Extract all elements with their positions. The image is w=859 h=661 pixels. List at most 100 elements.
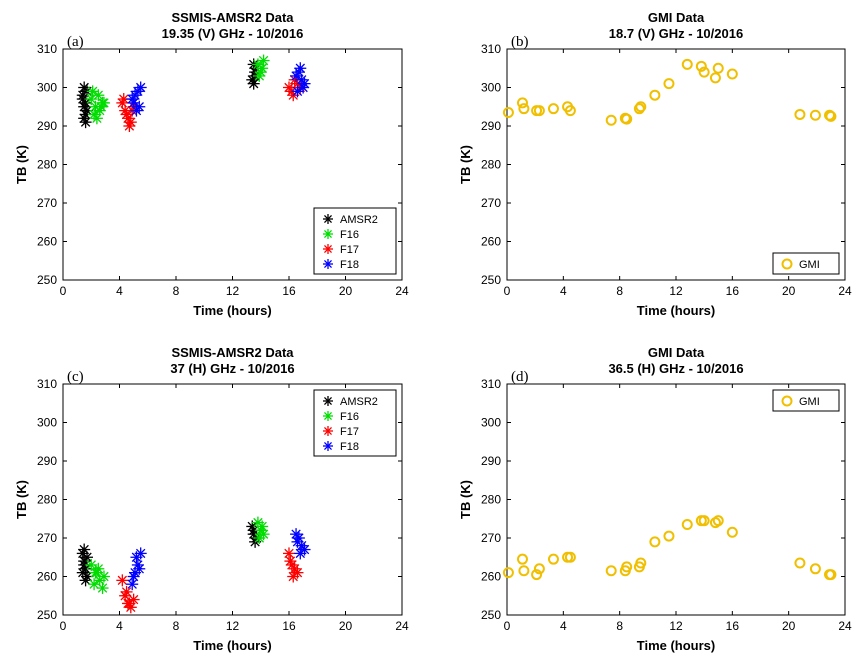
x-tick-label: 4: [560, 619, 567, 633]
data-point: [531, 569, 543, 581]
series-f17: [116, 547, 304, 614]
legend-entry: AMSR2: [340, 396, 378, 408]
x-tick-label: 12: [669, 284, 683, 298]
y-tick-label: 250: [481, 273, 501, 287]
x-tick-label: 12: [669, 619, 683, 633]
x-tick-label: 24: [395, 619, 409, 633]
y-tick-label: 300: [481, 81, 501, 95]
panel-label: (a): [67, 34, 84, 50]
data-point: [726, 526, 738, 538]
data-point: [564, 105, 576, 117]
x-tick-label: 0: [60, 284, 67, 298]
y-tick-label: 260: [481, 235, 501, 249]
y-axis-label: TB (K): [458, 480, 473, 519]
y-tick-label: 290: [481, 454, 501, 468]
data-point: [635, 101, 647, 113]
x-tick-label: 4: [560, 284, 567, 298]
y-tick-label: 300: [37, 416, 57, 430]
data-point: [95, 100, 108, 113]
series-f18: [126, 62, 311, 117]
x-tick-label: 0: [504, 284, 511, 298]
x-tick-label: 8: [173, 619, 180, 633]
y-tick-label: 310: [37, 377, 57, 391]
data-point: [663, 78, 675, 90]
legend-entry: F17: [340, 426, 359, 438]
legend-entry: GMI: [799, 259, 820, 271]
chart-title: GMI Data: [648, 10, 705, 25]
legend: AMSR2 F16 F17 F18: [313, 207, 397, 275]
data-point: [287, 570, 300, 583]
data-point: [294, 547, 307, 560]
data-point: [681, 58, 693, 70]
y-tick-label: 270: [37, 196, 57, 210]
data-point: [794, 108, 806, 120]
y-tick-label: 250: [37, 273, 57, 287]
data-point: [131, 558, 144, 571]
y-tick-label: 310: [481, 377, 501, 391]
data-point: [120, 585, 133, 598]
data-point: [97, 570, 110, 583]
data-point: [79, 116, 92, 129]
chart-title: SSMIS-AMSR2 Data: [171, 345, 294, 360]
data-point: [726, 68, 738, 80]
chart-title: GMI Data: [648, 345, 705, 360]
series-f18: [126, 528, 311, 591]
x-tick-label: 4: [116, 619, 123, 633]
plot-area: [506, 48, 846, 281]
x-tick-label: 12: [226, 284, 240, 298]
legend-marker: [323, 214, 333, 224]
y-tick-label: 260: [481, 570, 501, 584]
data-point: [712, 515, 724, 527]
legend-entry: F18: [340, 441, 359, 453]
x-axis-label: Time (hours): [193, 638, 272, 653]
data-point: [649, 536, 661, 548]
data-point: [516, 553, 528, 565]
data-point: [533, 563, 545, 575]
data-point: [90, 566, 103, 579]
legend-entry: F16: [340, 229, 359, 241]
x-tick-label: 20: [339, 284, 353, 298]
chart-subtitle: 36.5 (H) GHz - 10/2016: [608, 361, 743, 376]
data-point: [809, 563, 821, 575]
data-point: [116, 574, 129, 587]
data-point: [681, 519, 693, 531]
data-point: [712, 62, 724, 74]
x-axis-label: Time (hours): [637, 303, 716, 318]
data-point: [698, 66, 710, 78]
legend: GMI: [772, 252, 840, 275]
chart-subtitle: 18.7 (V) GHz - 10/2016: [609, 26, 743, 41]
data-point: [90, 112, 103, 125]
data-point: [605, 114, 617, 126]
x-tick-label: 16: [282, 284, 296, 298]
data-point: [695, 60, 707, 72]
legend-marker: [323, 411, 333, 421]
x-tick-label: 0: [504, 619, 511, 633]
data-point: [133, 562, 146, 575]
series-f16: [85, 54, 270, 125]
data-point: [76, 566, 89, 579]
legend-marker: [781, 258, 793, 270]
data-point: [516, 97, 528, 109]
data-point: [130, 551, 143, 564]
data-point: [247, 77, 260, 90]
data-point: [809, 109, 821, 121]
x-tick-label: 4: [116, 284, 123, 298]
data-point: [518, 103, 530, 115]
data-point: [649, 89, 661, 101]
y-tick-label: 310: [481, 42, 501, 56]
y-tick-label: 260: [37, 235, 57, 249]
legend-entry: F18: [340, 259, 359, 271]
series-f16: [85, 516, 270, 595]
data-point: [86, 85, 99, 98]
data-point: [283, 547, 295, 560]
y-tick-label: 270: [37, 531, 57, 545]
panel-label: (c): [67, 369, 84, 385]
data-point: [294, 62, 307, 75]
y-tick-label: 260: [37, 570, 57, 584]
data-point: [518, 565, 530, 577]
y-axis-label: TB (K): [14, 480, 29, 519]
legend-marker: [323, 396, 333, 406]
data-point: [123, 120, 136, 132]
